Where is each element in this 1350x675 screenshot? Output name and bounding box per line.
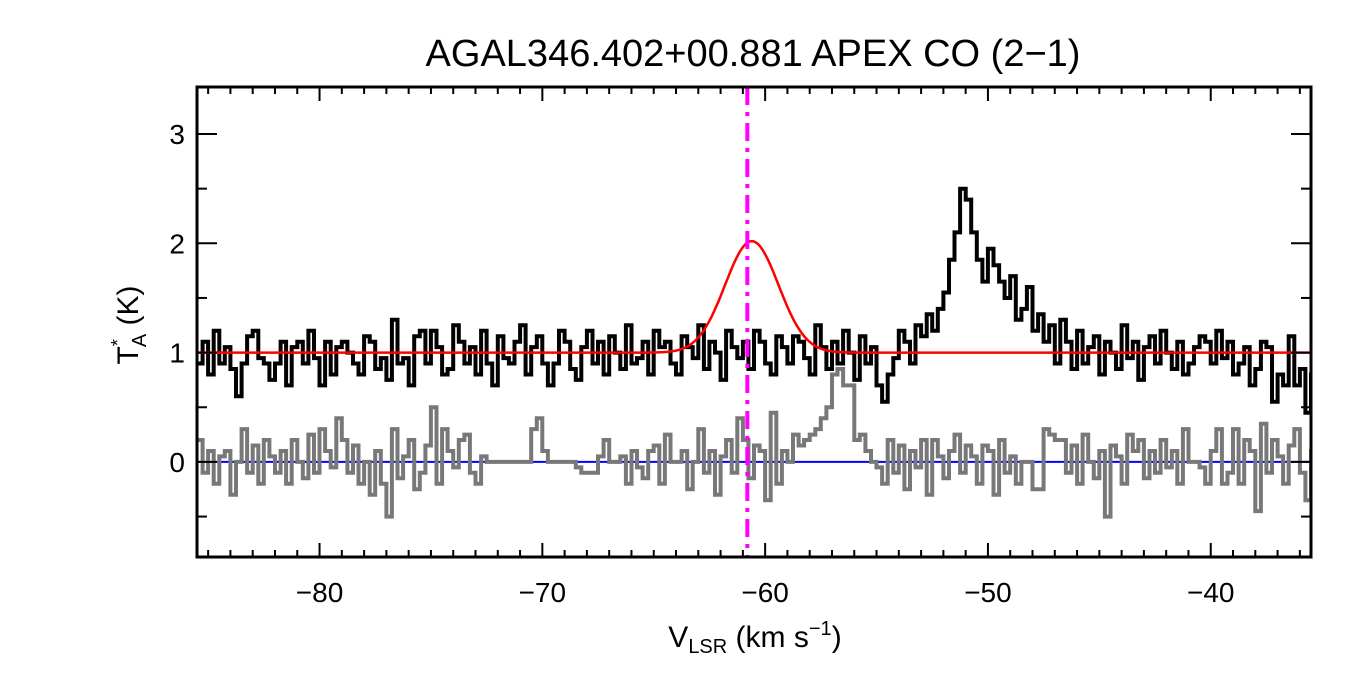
series-spectrum (197, 186, 1311, 415)
chart-title: AGAL346.402+00.881 APEX CO (2−1) (426, 33, 1081, 75)
x-tick-label: −80 (296, 577, 344, 608)
tick-labels: −80 −70 −60 −50 −40 0 1 2 3 (169, 119, 1234, 608)
x-tick-label: −50 (964, 577, 1012, 608)
x-tick-label: −60 (741, 577, 789, 608)
y-axis-label: T*A (K) (108, 285, 151, 364)
series-residual (197, 367, 1311, 519)
plot-area (197, 87, 1311, 557)
gaussian-fit (197, 239, 1311, 354)
x-axis-label: VLSR (km s−1) (668, 618, 841, 658)
y-tick-label: 2 (169, 228, 185, 259)
y-tick-label: 0 (169, 447, 185, 478)
plot-frame (195, 85, 1313, 559)
x-tick-label: −40 (1187, 577, 1235, 608)
axis-ticks (197, 87, 1311, 557)
y-tick-label: 3 (169, 119, 185, 150)
x-tick-label: −70 (519, 577, 567, 608)
y-tick-label: 1 (169, 338, 185, 369)
